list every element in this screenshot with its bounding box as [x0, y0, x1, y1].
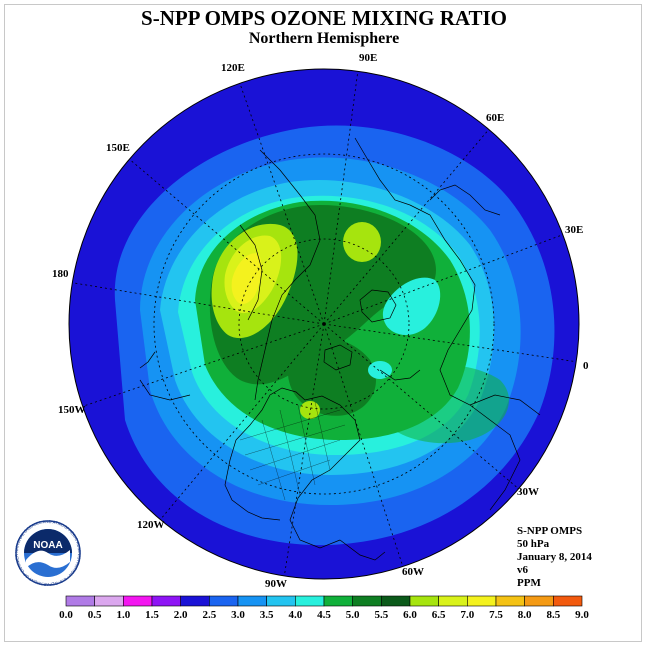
colorbar-tick-label: 8.0	[518, 609, 532, 621]
colorbar-box	[65, 595, 95, 607]
map-info-block: S-NPP OMPS 50 hPa January 8, 2014 v6 PPM	[517, 525, 592, 590]
colorbar-box	[180, 595, 210, 607]
colorbar-tick-label: 7.5	[489, 609, 503, 621]
contour-5-5-south	[300, 401, 320, 419]
lon-label-120e: 120E	[221, 62, 245, 74]
info-level: 50 hPa	[517, 538, 550, 550]
colorbar-tick-label: 6.0	[403, 609, 417, 621]
colorbar-box	[151, 595, 181, 607]
colorbar-tick-label: 2.5	[202, 609, 216, 621]
colorbar-tick-label: 4.0	[288, 609, 302, 621]
colorbar-box	[94, 595, 124, 607]
colorbar-tick-label: 8.5	[546, 609, 560, 621]
colorbar-box	[467, 595, 497, 607]
noaa-logo-text: NOAA	[33, 540, 62, 551]
contour-5-0-south	[287, 336, 376, 416]
lon-label-60w: 60W	[402, 566, 424, 578]
lon-label-120w: 120W	[137, 519, 165, 531]
colorbar-box	[409, 595, 439, 607]
colorbar-box	[123, 595, 153, 607]
figure-frame	[4, 4, 642, 642]
noaa-logo: NOAA NATIONAL OCEANIC AND ATMOSPHERIC AD…	[10, 520, 82, 586]
colorbar-box	[524, 595, 554, 607]
info-instrument: S-NPP OMPS	[517, 525, 583, 537]
graticule	[69, 69, 579, 579]
colorbar-boxes	[65, 595, 583, 607]
contour-6-5	[231, 253, 262, 305]
colorbar-labels: 0.0 0.5 1.0 1.5 2.0 2.5 3.0 3.5 4.0 4.5 5.0 5.5 6.0 6…	[59, 609, 589, 621]
lon-label-0: 0	[583, 360, 589, 372]
colorbar: 0.0 0.5 1.0 1.5 2.0 2.5 3.0 3.5 4.0 4.5 5.0 5.5 6.0 6…	[59, 595, 589, 621]
colorbar-tick-label: 9.0	[575, 609, 589, 621]
lon-label-30e: 30E	[565, 224, 584, 236]
lon-label-30w: 30W	[517, 486, 539, 498]
contour-4-5-east	[378, 365, 509, 444]
colorbar-box	[266, 595, 296, 607]
colorbar-box	[495, 595, 525, 607]
colorbar-box	[553, 595, 583, 607]
globe-outline	[68, 68, 580, 580]
lon-label-150w: 150W	[58, 404, 86, 416]
colorbar-tick-label: 3.5	[260, 609, 274, 621]
contour-5-5-north	[343, 222, 381, 262]
colorbar-box	[209, 595, 239, 607]
colorbar-tick-label: 7.0	[460, 609, 474, 621]
colorbar-tick-label: 5.5	[374, 609, 388, 621]
contour-4-0-low	[382, 277, 441, 336]
colorbar-box	[381, 595, 411, 607]
lon-label-90w: 90W	[265, 578, 287, 590]
colorbar-box	[295, 595, 325, 607]
colorbar-tick-label: 5.0	[346, 609, 360, 621]
info-version: v6	[517, 564, 528, 576]
colorbar-tick-label: 0.0	[59, 609, 73, 621]
info-units: PPM	[517, 577, 541, 589]
lon-label-180: 180	[52, 268, 69, 280]
colorbar-tick-label: 2.0	[174, 609, 188, 621]
info-date: January 8, 2014	[517, 551, 592, 563]
map-subtitle: Northern Hemisphere	[248, 30, 400, 47]
map-title: S-NPP OMPS OZONE MIXING RATIO	[141, 6, 507, 30]
us-state-grid	[239, 401, 346, 501]
lon-label-60e: 60E	[486, 112, 505, 124]
colorbar-box	[323, 595, 353, 607]
lon-label-150e: 150E	[106, 142, 130, 154]
lon-label-90e: 90E	[359, 52, 378, 64]
colorbar-tick-label: 1.5	[145, 609, 159, 621]
colorbar-tick-label: 4.5	[317, 609, 331, 621]
colorbar-box	[352, 595, 382, 607]
colorbar-box	[237, 595, 267, 607]
colorbar-tick-label: 1.0	[116, 609, 130, 621]
colorbar-tick-label: 0.5	[88, 609, 102, 621]
colorbar-tick-label: 3.0	[231, 609, 245, 621]
colorbar-box	[438, 595, 468, 607]
colorbar-tick-label: 6.5	[432, 609, 446, 621]
coastlines	[139, 137, 541, 561]
